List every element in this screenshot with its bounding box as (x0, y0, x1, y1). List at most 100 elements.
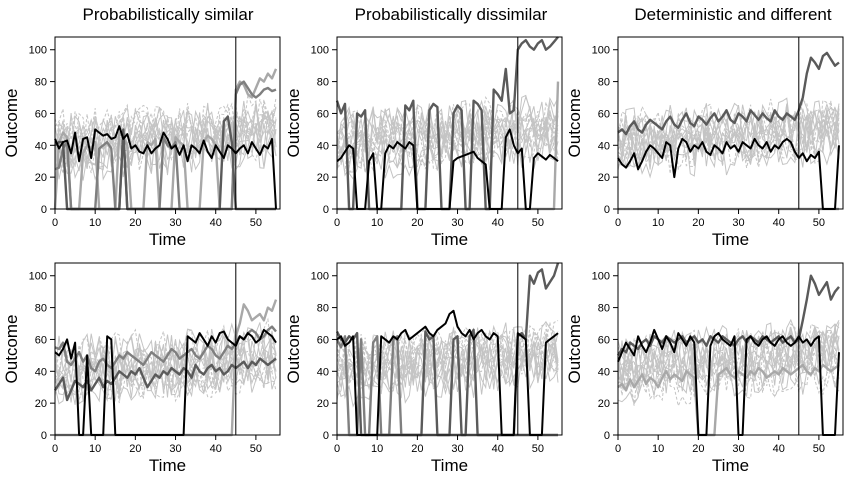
x-tick-label: 10 (89, 217, 101, 229)
chart-panel: 0 20 40 60 80 100 0 10 20 30 40 50 Time Outcome (565, 36, 844, 249)
chart-panel: 0 20 40 60 80 100 0 10 20 30 40 50 Time Outcome (284, 36, 563, 249)
y-tick-label: 60 (35, 108, 47, 120)
plot-frame (54, 36, 281, 210)
series-line-dark (617, 51, 840, 136)
y-axis-title: Outcome (2, 89, 21, 158)
plot-frame (54, 262, 281, 436)
y-tick-label: 40 (598, 366, 610, 378)
plot-frame (617, 262, 844, 436)
y-tick-label: 20 (35, 172, 47, 184)
column-title-deterministic: Deterministic and different (634, 5, 831, 24)
x-tick-label: 40 (492, 443, 504, 455)
x-tick-label: 10 (652, 217, 664, 229)
column-title-similar: Probabilistically similar (83, 5, 254, 24)
background-series-line (54, 348, 277, 405)
x-tick-label: 50 (250, 217, 262, 229)
background-series-line (54, 122, 277, 184)
series-line-black (54, 125, 277, 210)
y-tick-label: 80 (317, 77, 329, 89)
series-line-black (617, 328, 840, 436)
y-axis-title: Outcome (284, 89, 303, 158)
y-tick-label: 60 (35, 334, 47, 346)
x-tick-label: 20 (692, 443, 704, 455)
y-tick-label: 80 (598, 303, 610, 315)
chart-panel: 0 20 40 60 80 100 0 10 20 30 40 50 Time Outcome (284, 262, 563, 475)
background-series-line (336, 111, 559, 172)
background-series-line (336, 340, 559, 400)
background-series-line (617, 100, 840, 160)
y-axis-title: Outcome (2, 315, 21, 384)
series-line-dark (616, 274, 840, 357)
y-axis-title: Outcome (565, 315, 584, 384)
background-series-line (54, 123, 277, 181)
y-tick-label: 40 (35, 140, 47, 152)
y-tick-label: 80 (35, 77, 47, 89)
y-tick-label: 20 (317, 398, 329, 410)
y-axis-title: Outcome (284, 315, 303, 384)
x-tick-label: 0 (615, 443, 621, 455)
background-series-line (54, 338, 277, 397)
chart-panel: 0 20 40 60 80 100 0 10 20 30 40 50 Time Outcome (565, 262, 844, 475)
column-title-dissimilar: Probabilistically dissimilar (355, 5, 548, 24)
x-axis-title: Time (712, 456, 749, 475)
y-tick-label: 100 (29, 45, 47, 57)
background-series-line (54, 97, 277, 153)
y-tick-label: 0 (41, 204, 47, 216)
x-tick-label: 20 (692, 217, 704, 229)
x-tick-label: 50 (250, 443, 262, 455)
x-axis-title: Time (149, 230, 186, 249)
background-series-line (54, 317, 277, 379)
y-tick-label: 20 (598, 398, 610, 410)
y-tick-label: 0 (323, 430, 329, 442)
background-series-line (54, 322, 277, 383)
plot-frame (617, 36, 844, 210)
y-tick-label: 60 (317, 108, 329, 120)
y-tick-label: 100 (592, 45, 610, 57)
background-series-line (54, 330, 277, 383)
background-series-line (617, 327, 840, 385)
background-series-line (336, 341, 559, 395)
x-tick-label: 50 (532, 217, 544, 229)
x-tick-label: 0 (334, 217, 340, 229)
y-tick-label: 40 (317, 366, 329, 378)
y-tick-label: 100 (592, 271, 610, 283)
x-axis-title: Time (712, 230, 749, 249)
x-tick-label: 10 (652, 443, 664, 455)
x-axis-title: Time (431, 230, 468, 249)
series-line-light (617, 363, 840, 437)
y-tick-label: 0 (604, 204, 610, 216)
background-series-line (617, 124, 840, 179)
background-series-line (54, 350, 277, 404)
background-series-line (617, 108, 840, 171)
y-tick-label: 0 (41, 430, 47, 442)
x-tick-label: 0 (52, 443, 58, 455)
x-tick-label: 0 (334, 443, 340, 455)
x-tick-label: 30 (169, 443, 181, 455)
x-tick-label: 20 (411, 217, 423, 229)
y-tick-label: 40 (35, 366, 47, 378)
background-series-line (336, 347, 559, 408)
x-tick-label: 30 (451, 443, 463, 455)
background-series-line (617, 100, 840, 162)
y-tick-label: 0 (323, 204, 329, 216)
background-series-line (617, 346, 840, 405)
x-tick-label: 30 (732, 217, 744, 229)
y-tick-label: 40 (598, 140, 610, 152)
x-tick-label: 40 (210, 443, 222, 455)
chart-panel: 0 20 40 60 80 100 0 10 20 30 40 50 Time Outcome (2, 262, 281, 475)
y-tick-label: 20 (35, 398, 47, 410)
y-tick-label: 20 (317, 172, 329, 184)
y-tick-label: 80 (35, 303, 47, 315)
x-tick-label: 50 (532, 443, 544, 455)
x-tick-label: 30 (169, 217, 181, 229)
background-series-line (336, 326, 559, 380)
y-tick-label: 100 (311, 271, 329, 283)
x-tick-label: 40 (492, 217, 504, 229)
x-tick-label: 20 (129, 443, 141, 455)
background-series-line (336, 323, 559, 382)
y-tick-label: 20 (598, 172, 610, 184)
y-tick-label: 60 (598, 108, 610, 120)
y-tick-label: 60 (598, 334, 610, 346)
